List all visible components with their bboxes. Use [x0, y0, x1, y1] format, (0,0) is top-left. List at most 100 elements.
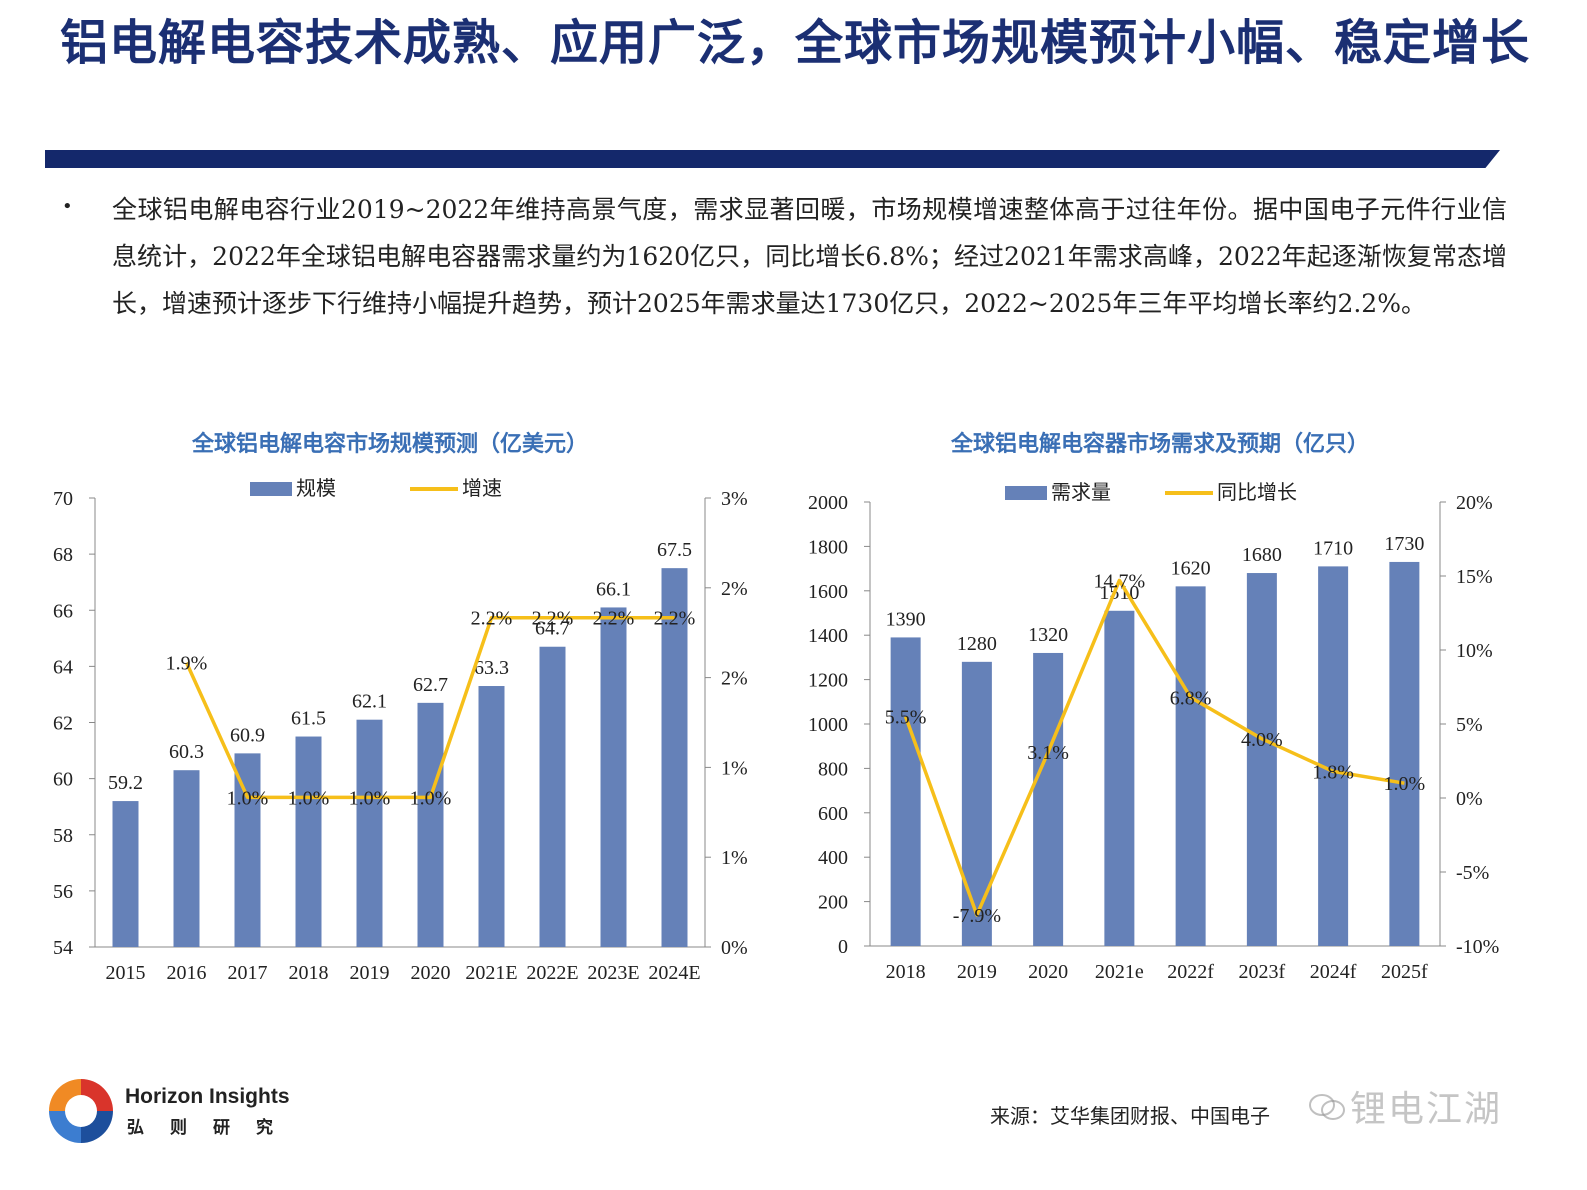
chart2-y2-tick-label: 15% [1456, 566, 1493, 588]
chart1-growth-label: 2.2% [654, 608, 696, 630]
chart2-y2-tick-label: 0% [1456, 788, 1483, 810]
chart1-x-tick-label: 2021E [465, 962, 517, 984]
chart2-x-tick-label: 2022f [1167, 961, 1214, 983]
chart1-x-tick-label: 2024E [648, 962, 700, 984]
chart1-y-tick-label: 62 [53, 713, 73, 735]
chart2-y-tick-label: 800 [818, 758, 848, 780]
chart2-title: 全球铝电解电容器市场需求及预期（亿只） [950, 431, 1369, 457]
summary-paragraph: 全球铝电解电容行业2019~2022年维持高景气度，需求显著回暖，市场规模增速整… [112, 195, 1507, 318]
chart1-y-tick-label: 56 [53, 881, 73, 903]
chart2-x-tick-label: 2018 [886, 961, 926, 983]
chart1-y2-tick-label: 0% [721, 937, 748, 959]
chart1-growth-label: 1.0% [288, 787, 330, 809]
chart2-y2-tick-label: 10% [1456, 640, 1493, 662]
chart1-y-tick-label: 66 [53, 600, 73, 622]
bullet-marker: • [62, 196, 73, 217]
chart2-y2-tick-label: -5% [1456, 862, 1489, 884]
chart1-bar [478, 686, 505, 947]
chart2-y-tick-label: 1400 [808, 625, 848, 647]
chart2-x-tick-label: 2021e [1095, 961, 1144, 983]
chart2-y-tick-label: 1800 [808, 536, 848, 558]
chart1-bar [112, 801, 139, 947]
chart1-y-tick-label: 58 [53, 825, 73, 847]
title-divider [45, 150, 1500, 168]
chart1-legend-bar-swatch [250, 482, 292, 496]
chart2-growth-label: -7.9% [953, 905, 1001, 927]
chart2-bar [1246, 573, 1277, 946]
chart2-y-tick-label: 1000 [808, 714, 848, 736]
chart2-y2-tick-label: -10% [1456, 936, 1499, 958]
chart2-bar-label: 1680 [1242, 544, 1282, 566]
chart2-bar-label: 1280 [957, 633, 997, 655]
chart1-y2-tick-label: 1% [721, 757, 748, 779]
chart1-x-tick-label: 2017 [228, 962, 268, 984]
chart1-y2-tick-label: 3% [721, 488, 748, 510]
chart1-growth-label: 1.0% [349, 787, 391, 809]
chart1-growth-line [184, 615, 675, 800]
chart1-legend-line-label: 增速 [462, 477, 502, 500]
chart1-bar [600, 607, 627, 947]
brand-name-cn: 弘则研究 [127, 1118, 299, 1138]
chart2-y-tick-label: 0 [838, 936, 848, 958]
brand-name-en: Horizon Insights [125, 1085, 290, 1108]
chart2-legend-line-label: 同比增长 [1217, 481, 1297, 504]
chart1-bar-label: 62.1 [352, 691, 387, 713]
chart1-growth-label: 2.2% [471, 608, 513, 630]
chart1-bar [417, 702, 444, 947]
chart1-x-tick-label: 2020 [411, 962, 451, 984]
chart1-bar-label: 66.1 [596, 578, 631, 600]
chart1-x-tick-label: 2022E [526, 962, 578, 984]
chart1-growth-label: 2.2% [532, 608, 574, 630]
chart2-bar [961, 661, 992, 946]
chart2-x-tick-label: 2020 [1028, 961, 1068, 983]
chart1-growth-label: 1.9% [166, 653, 208, 675]
chart2-y-tick-label: 200 [818, 892, 848, 914]
chart2-bar-label: 1710 [1313, 537, 1353, 559]
chart2-bar [1389, 561, 1420, 946]
chart1-y2-tick-label: 1% [721, 847, 748, 869]
page-title: 铝电解电容技术成熟、应用广泛，全球市场规模预计小幅、稳定增长 [60, 15, 1531, 71]
chart1-bar-label: 63.3 [474, 657, 509, 679]
chart2-y-tick-label: 2000 [808, 492, 848, 514]
chart1-growth-label: 1.0% [227, 787, 269, 809]
chart2-x-tick-label: 2024f [1310, 961, 1357, 983]
chart1-bar [295, 736, 322, 947]
chart2-growth-label: 1.0% [1384, 773, 1426, 795]
chart2-growth-label: 5.5% [885, 707, 927, 729]
watermark-text: 锂电江湖 [1350, 1089, 1503, 1130]
chart2-y-tick-label: 600 [818, 803, 848, 825]
chart2-bar-label: 1320 [1028, 624, 1068, 646]
chart2-bar-label: 1620 [1171, 557, 1211, 579]
chart2-bar [1104, 610, 1135, 946]
chart2-y-tick-label: 1600 [808, 581, 848, 603]
chart1-x-tick-label: 2015 [106, 962, 146, 984]
chart2-x-tick-label: 2019 [957, 961, 997, 983]
chart2-bar-label: 1390 [886, 608, 926, 630]
chart2-bar [1033, 652, 1064, 946]
chart1-y-tick-label: 68 [53, 544, 73, 566]
chart2-growth-label: 14.7% [1094, 570, 1146, 592]
market-size-chart: 54 56 58 60 62 64 66 68 70 0% 1% 1% 2% 2% 3% 59.2 2015 60… [53, 477, 748, 984]
chart1-bar-label: 60.9 [230, 724, 265, 746]
chart1-bar-label: 62.7 [413, 674, 448, 696]
chart1-x-tick-label: 2016 [167, 962, 207, 984]
chart1-title: 全球铝电解电容市场规模预测（亿美元） [191, 431, 588, 457]
source-note: 来源：艾华集团财报、中国电子 [990, 1104, 1270, 1128]
chart1-bar [234, 753, 261, 947]
chart2-x-tick-label: 2023f [1239, 961, 1286, 983]
chart1-bar-label: 59.2 [108, 772, 143, 794]
chart2-legend-bar-label: 需求量 [1051, 481, 1111, 504]
chart2-growth-label: 4.0% [1241, 729, 1283, 751]
chart2-y2-tick-label: 5% [1456, 714, 1483, 736]
chart2-growth-label: 3.1% [1027, 742, 1069, 764]
demand-chart: 0 200 400 600 800 1000 1200 1400 1600 1800 2000 -10… [808, 481, 1499, 983]
chart1-bar-label: 61.5 [291, 708, 326, 730]
chart1-y-tick-label: 54 [53, 937, 73, 959]
chart1-x-tick-label: 2019 [350, 962, 390, 984]
chart2-growth-label: 1.8% [1312, 761, 1354, 783]
chart2-growth-line [903, 578, 1405, 917]
chart1-bar-label: 67.5 [657, 539, 692, 561]
chart2-bar [1175, 586, 1206, 946]
horizon-logo-icon [47, 1077, 115, 1145]
chart1-y-tick-label: 60 [53, 769, 73, 791]
